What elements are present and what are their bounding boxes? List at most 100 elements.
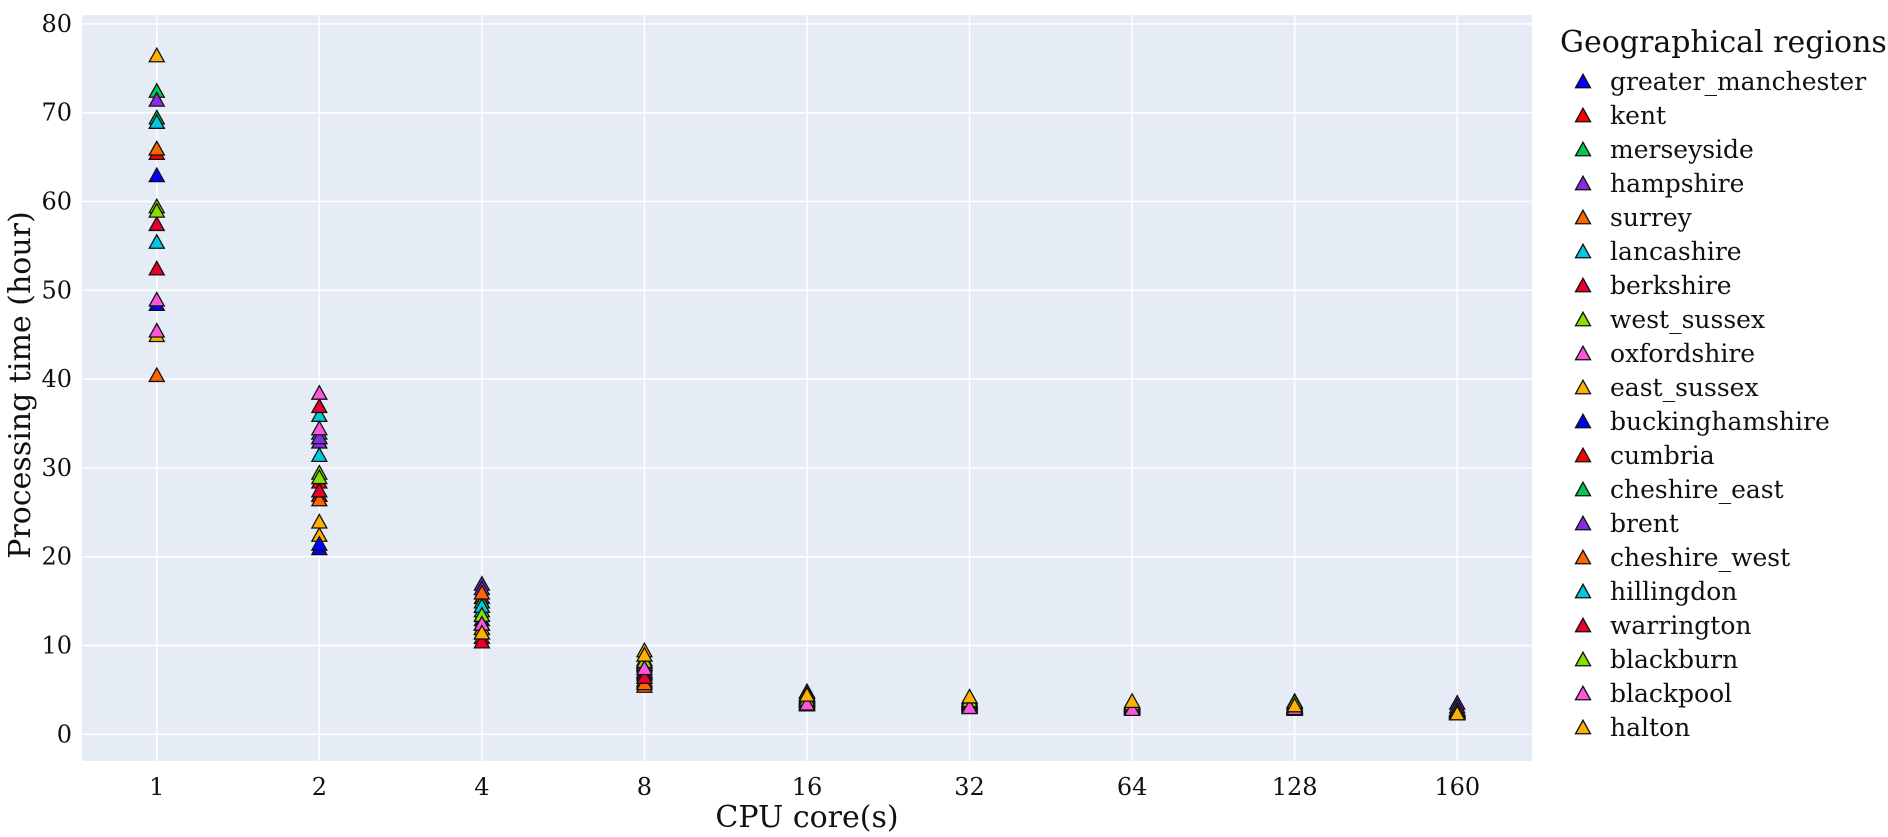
- data-point: [310, 419, 328, 436]
- data-point: [310, 513, 328, 529]
- triangle-marker-icon: [1574, 106, 1592, 123]
- data-point: [473, 633, 491, 649]
- y-tick-label: 20: [41, 543, 72, 571]
- x-tick-label: 64: [1117, 773, 1148, 801]
- y-tick-label: 10: [41, 632, 72, 660]
- legend-label: cheshire_west: [1610, 542, 1791, 572]
- data-point: [310, 446, 328, 463]
- data-point: [148, 46, 166, 63]
- legend-item: hillingdon: [1560, 574, 1880, 608]
- legend-marker-shape: [1574, 514, 1592, 531]
- triangle-marker-icon: [1574, 208, 1592, 225]
- x-tick-label: 32: [954, 773, 985, 801]
- triangle-marker-icon: [1574, 140, 1592, 157]
- triangle-marker-icon: [1574, 616, 1592, 633]
- legend-item: west_sussex: [1560, 302, 1880, 336]
- triangle-marker-icon: [1574, 582, 1592, 599]
- data-point: [148, 215, 166, 232]
- data-point: [148, 260, 166, 276]
- legend-marker-shape: [1574, 344, 1592, 361]
- legend-label: blackburn: [1610, 644, 1739, 674]
- data-point: [310, 490, 328, 507]
- data-point: [148, 233, 166, 249]
- data-point: [148, 322, 166, 338]
- legend: Geographical regions greater_manchester k…: [1560, 24, 1887, 744]
- y-tick-label: 40: [41, 365, 72, 393]
- x-tick-label: 16: [792, 773, 823, 801]
- legend-label: east_sussex: [1610, 372, 1759, 402]
- x-tick-label: 8: [637, 773, 652, 801]
- legend-item: surrey: [1560, 200, 1880, 234]
- data-point: [1286, 696, 1304, 713]
- y-tick-label: 60: [41, 188, 72, 216]
- legend-marker-shape: [1574, 684, 1592, 701]
- data-point: [310, 397, 328, 414]
- legend-label: hillingdon: [1610, 576, 1738, 606]
- legend-label: cumbria: [1610, 440, 1715, 470]
- data-point: [148, 202, 166, 218]
- triangle-marker-icon: [1574, 174, 1592, 191]
- data-point: [310, 535, 328, 551]
- x-tick-label: 1: [149, 773, 164, 801]
- data-point: [148, 91, 166, 107]
- legend-marker-shape: [1574, 140, 1592, 157]
- x-tick-label: 128: [1272, 773, 1318, 801]
- data-point: [1123, 700, 1141, 717]
- data-point: [148, 366, 166, 383]
- legend-item: cheshire_west: [1560, 540, 1880, 574]
- legend-label: kent: [1610, 100, 1667, 130]
- legend-marker-shape: [1574, 378, 1592, 395]
- legend-items: greater_manchester kent merseyside hampshir…: [1560, 64, 1880, 744]
- legend-label: merseyside: [1610, 134, 1754, 164]
- triangle-marker-icon: [1574, 514, 1592, 531]
- legend-marker-shape: [1574, 412, 1592, 429]
- data-point: [310, 428, 328, 445]
- legend-title: Geographical regions: [1560, 25, 1887, 60]
- tick-labels: 0 10 20 30 40 50 60 70 80 1 2 4 8 16 32 64 128 160: [41, 10, 1480, 801]
- legend-item: buckinghamshire: [1560, 404, 1880, 438]
- legend-item: cheshire_east: [1560, 472, 1880, 506]
- data-point: [310, 482, 328, 498]
- triangle-marker-icon: [1574, 650, 1592, 667]
- legend-marker-shape: [1574, 718, 1592, 735]
- data-point: [960, 688, 979, 704]
- data-point: [1123, 692, 1141, 709]
- legend-label: warrington: [1610, 610, 1752, 640]
- legend-marker-shape: [1574, 582, 1592, 599]
- legend-marker-shape: [1574, 72, 1592, 89]
- legend-item: east_sussex: [1560, 370, 1880, 404]
- triangle-marker-icon: [1574, 310, 1592, 327]
- x-axis-label: CPU core(s): [715, 800, 898, 835]
- y-tick-label: 50: [41, 276, 72, 304]
- data-point: [473, 624, 491, 640]
- legend-label: halton: [1610, 712, 1691, 742]
- legend-marker-shape: [1574, 650, 1592, 667]
- legend-label: cheshire_east: [1610, 474, 1784, 504]
- y-tick-label: 30: [41, 454, 72, 482]
- y-axis-label: Processing time (hour): [3, 211, 38, 558]
- legend-label: blackpool: [1610, 678, 1733, 708]
- data-point: [798, 686, 816, 702]
- triangle-marker-icon: [1574, 378, 1592, 395]
- legend-item: kent: [1560, 98, 1880, 132]
- y-tick-label: 70: [41, 99, 72, 127]
- triangle-marker-icon: [1574, 344, 1592, 361]
- data-point: [148, 140, 166, 156]
- legend-label: berkshire: [1610, 270, 1732, 300]
- triangle-marker-icon: [1574, 72, 1592, 89]
- legend-marker-shape: [1574, 480, 1592, 497]
- triangle-marker-icon: [1574, 242, 1592, 259]
- legend-marker-shape: [1574, 616, 1592, 633]
- data-point: [148, 291, 166, 307]
- data-point: [310, 384, 328, 400]
- x-tick-label: 2: [312, 773, 327, 801]
- legend-item: blackpool: [1560, 676, 1880, 710]
- legend-label: west_sussex: [1610, 304, 1766, 334]
- legend-label: oxfordshire: [1610, 338, 1756, 368]
- legend-item: lancashire: [1560, 234, 1880, 268]
- triangle-marker-icon: [1574, 412, 1592, 429]
- data-point: [148, 113, 166, 129]
- legend-item: hampshire: [1560, 166, 1880, 200]
- data-point: [1448, 704, 1466, 721]
